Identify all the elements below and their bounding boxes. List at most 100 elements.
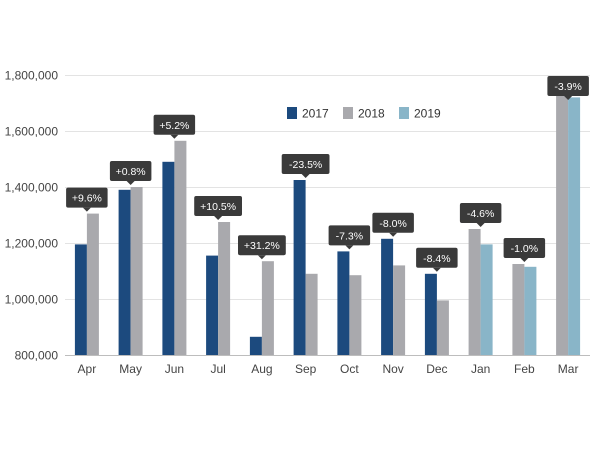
callout-pointer: [170, 134, 179, 139]
callout-label: -4.6%: [467, 208, 494, 220]
callout-label: +5.2%: [159, 120, 189, 132]
annotations: +9.6% +0.8% +5.2% +10.5% +31.2% -23.5% -7.3% -8…: [66, 76, 589, 272]
bar-2017-aug: [249, 336, 262, 355]
legend-label-2019: 2019: [414, 107, 441, 121]
y-tick-label: 800,000: [15, 349, 59, 363]
growth-callout: -8.4%: [416, 247, 458, 272]
bar-2017-sep: [293, 180, 306, 355]
growth-callout: +10.5%: [194, 196, 242, 220]
x-tick-label: Dec: [426, 362, 447, 376]
legend: 2017 2018 2019: [287, 107, 441, 121]
bar-2017-jun: [162, 161, 175, 355]
growth-callout: +0.8%: [109, 161, 152, 185]
callout-pointer: [432, 267, 441, 272]
bar-2018-aug: [261, 261, 274, 355]
x-tick-label: Sep: [295, 362, 317, 376]
callout-box: [503, 238, 546, 258]
y-tick-label: 1,400,000: [5, 181, 59, 195]
legend-label-2017: 2017: [302, 107, 329, 121]
callout-box: [547, 76, 589, 96]
y-tick-label: 1,000,000: [5, 293, 59, 307]
callout-pointer: [82, 207, 91, 212]
growth-callout: -8.0%: [372, 212, 414, 237]
callout-box: [459, 203, 502, 223]
callout-pointer: [126, 181, 135, 185]
callout-label: +0.8%: [116, 166, 146, 178]
callout-pointer: [214, 216, 223, 220]
callout-pointer: [520, 258, 529, 262]
legend-swatch-2018: [343, 107, 353, 119]
growth-callout: +9.6%: [66, 187, 108, 212]
legend-swatch-2019: [399, 107, 409, 119]
callout-label: +9.6%: [72, 193, 102, 205]
axes: 800,000 1,000,000 1,200,000 1,400,000 1,600,…: [5, 69, 590, 376]
callout-label: -7.3%: [336, 230, 363, 242]
bar-2017-jul: [206, 255, 219, 355]
bar-2018-mar: [556, 76, 569, 356]
bar-2018-sep: [305, 273, 318, 355]
bar-2017-may: [118, 189, 131, 355]
bar-2017-oct: [337, 251, 350, 355]
callout-box: [416, 247, 458, 268]
callout-box: [194, 196, 242, 216]
growth-callout: -7.3%: [328, 225, 371, 250]
callout-label: +31.2%: [244, 240, 280, 252]
legend-swatch-2017: [287, 107, 297, 119]
callout-label: +10.5%: [200, 201, 236, 213]
bar-2018-jul: [218, 222, 231, 355]
growth-callout: +31.2%: [238, 235, 286, 260]
callout-pointer: [345, 245, 354, 250]
bars: [74, 76, 581, 356]
callout-label: -23.5%: [289, 159, 322, 171]
bar-2017-nov: [381, 238, 394, 355]
x-tick-label: Apr: [78, 362, 97, 376]
callout-box: [153, 114, 196, 135]
callout-box: [66, 187, 108, 208]
callout-box: [372, 212, 414, 233]
callout-label: -3.9%: [554, 81, 581, 93]
y-tick-label: 1,200,000: [5, 237, 59, 251]
growth-callout: -1.0%: [503, 238, 546, 262]
bar-2017-dec: [424, 273, 437, 355]
bar-2018-nov: [393, 265, 406, 355]
callout-box: [281, 154, 330, 174]
x-tick-label: Oct: [340, 362, 359, 376]
bar-2018-dec: [436, 300, 449, 355]
bar-2018-jan: [468, 229, 481, 355]
bar-2018-oct: [349, 275, 362, 355]
legend-label-2018: 2018: [358, 107, 385, 121]
callout-label: -8.4%: [423, 253, 450, 265]
callout-pointer: [389, 232, 398, 237]
x-tick-label: May: [119, 362, 142, 376]
bar-2019-feb: [524, 266, 537, 355]
x-tick-label: Mar: [558, 362, 579, 376]
callout-box: [238, 235, 286, 256]
x-tick-label: Jan: [471, 362, 490, 376]
growth-callout: -23.5%: [281, 154, 330, 178]
bar-2019-jan: [480, 244, 493, 355]
callout-pointer: [564, 96, 573, 100]
growth-callout: -4.6%: [459, 203, 502, 227]
callout-pointer: [301, 174, 310, 178]
bar-2019-mar: [568, 97, 581, 356]
callout-pointer: [257, 255, 266, 260]
y-tick-label: 1,600,000: [5, 125, 59, 139]
bar-2018-feb: [512, 264, 525, 355]
callout-label: -8.0%: [379, 218, 406, 230]
callout-label: -1.0%: [511, 243, 538, 255]
growth-callout: +5.2%: [153, 114, 196, 139]
x-tick-label: Jul: [210, 362, 225, 376]
x-tick-label: Jun: [165, 362, 184, 376]
bar-2018-jun: [174, 140, 187, 355]
x-tick-label: Feb: [514, 362, 535, 376]
callout-box: [109, 161, 152, 181]
callout-pointer: [476, 223, 485, 227]
y-tick-label: 1,800,000: [5, 69, 59, 83]
x-tick-label: Aug: [251, 362, 272, 376]
callout-box: [328, 225, 371, 246]
bar-2018-may: [130, 187, 143, 355]
growth-callout: -3.9%: [547, 76, 589, 100]
bar-2018-apr: [86, 213, 99, 355]
x-tick-label: Nov: [382, 362, 403, 376]
